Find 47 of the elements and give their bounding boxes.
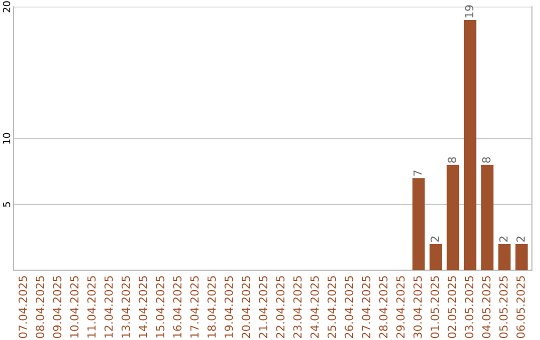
data-label: 7 <box>414 170 422 176</box>
x-tick-label: 22.04.2025 <box>276 276 285 338</box>
x-tick-label: 28.04.2025 <box>379 276 388 338</box>
x-tick-label: 24.04.2025 <box>310 276 319 338</box>
x-tick-label: 08.04.2025 <box>36 276 44 338</box>
bar <box>446 164 460 270</box>
data-label: 8 <box>448 157 456 163</box>
x-tick-label: 26.04.2025 <box>344 276 354 338</box>
x-tick-label: 06.05.2025 <box>516 276 525 338</box>
x-tick-label: 29.04.2025 <box>396 276 405 338</box>
x-tick-label: 11.04.2025 <box>87 276 96 338</box>
x-tick-label: 03.05.2025 <box>464 276 474 338</box>
x-tick-label: 23.04.2025 <box>293 276 302 338</box>
bar <box>464 20 476 270</box>
y-tick-label: 20 <box>2 1 10 12</box>
x-tick-label: 17.04.2025 <box>190 276 199 338</box>
x-tick-label: 07.04.2025 <box>18 276 28 338</box>
bar <box>412 178 425 270</box>
x-tick-label: 20.04.2025 <box>242 276 250 338</box>
y-tick-label: 5 <box>3 202 10 207</box>
data-label: 2 <box>516 236 525 242</box>
data-label: 8 <box>482 157 490 163</box>
bar <box>498 244 511 270</box>
x-tick-label: 15.04.2025 <box>156 276 164 338</box>
x-tick-label: 21.04.2025 <box>258 276 268 338</box>
bar <box>515 244 528 270</box>
x-tick-label: 12.04.2025 <box>104 276 113 338</box>
x-tick-label: 30.04.2025 <box>413 276 422 338</box>
x-tick-label: 13.04.2025 <box>122 276 130 338</box>
data-label: 2 <box>430 236 439 242</box>
x-tick-label: 09.04.2025 <box>52 276 62 338</box>
x-tick-label: 27.04.2025 <box>362 276 370 338</box>
y-tick-label: 10 <box>2 133 10 144</box>
x-tick-label: 19.04.2025 <box>224 276 234 338</box>
x-tick-label: 18.04.2025 <box>207 276 216 338</box>
x-tick-label: 14.04.2025 <box>138 276 148 338</box>
x-tick-label: 05.05.2025 <box>499 276 508 338</box>
x-tick-label: 04.05.2025 <box>482 276 490 338</box>
bar <box>481 164 494 270</box>
x-tick-label: 02.05.2025 <box>448 276 456 338</box>
x-tick-label: 16.04.2025 <box>173 276 182 338</box>
data-label: 2 <box>499 236 508 242</box>
bar <box>430 244 442 270</box>
x-tick-label: 10.04.2025 <box>70 276 79 338</box>
data-label: 19 <box>464 5 474 18</box>
x-tick-label: 25.04.2025 <box>328 276 336 338</box>
x-tick-label: 01.05.2025 <box>430 276 439 338</box>
